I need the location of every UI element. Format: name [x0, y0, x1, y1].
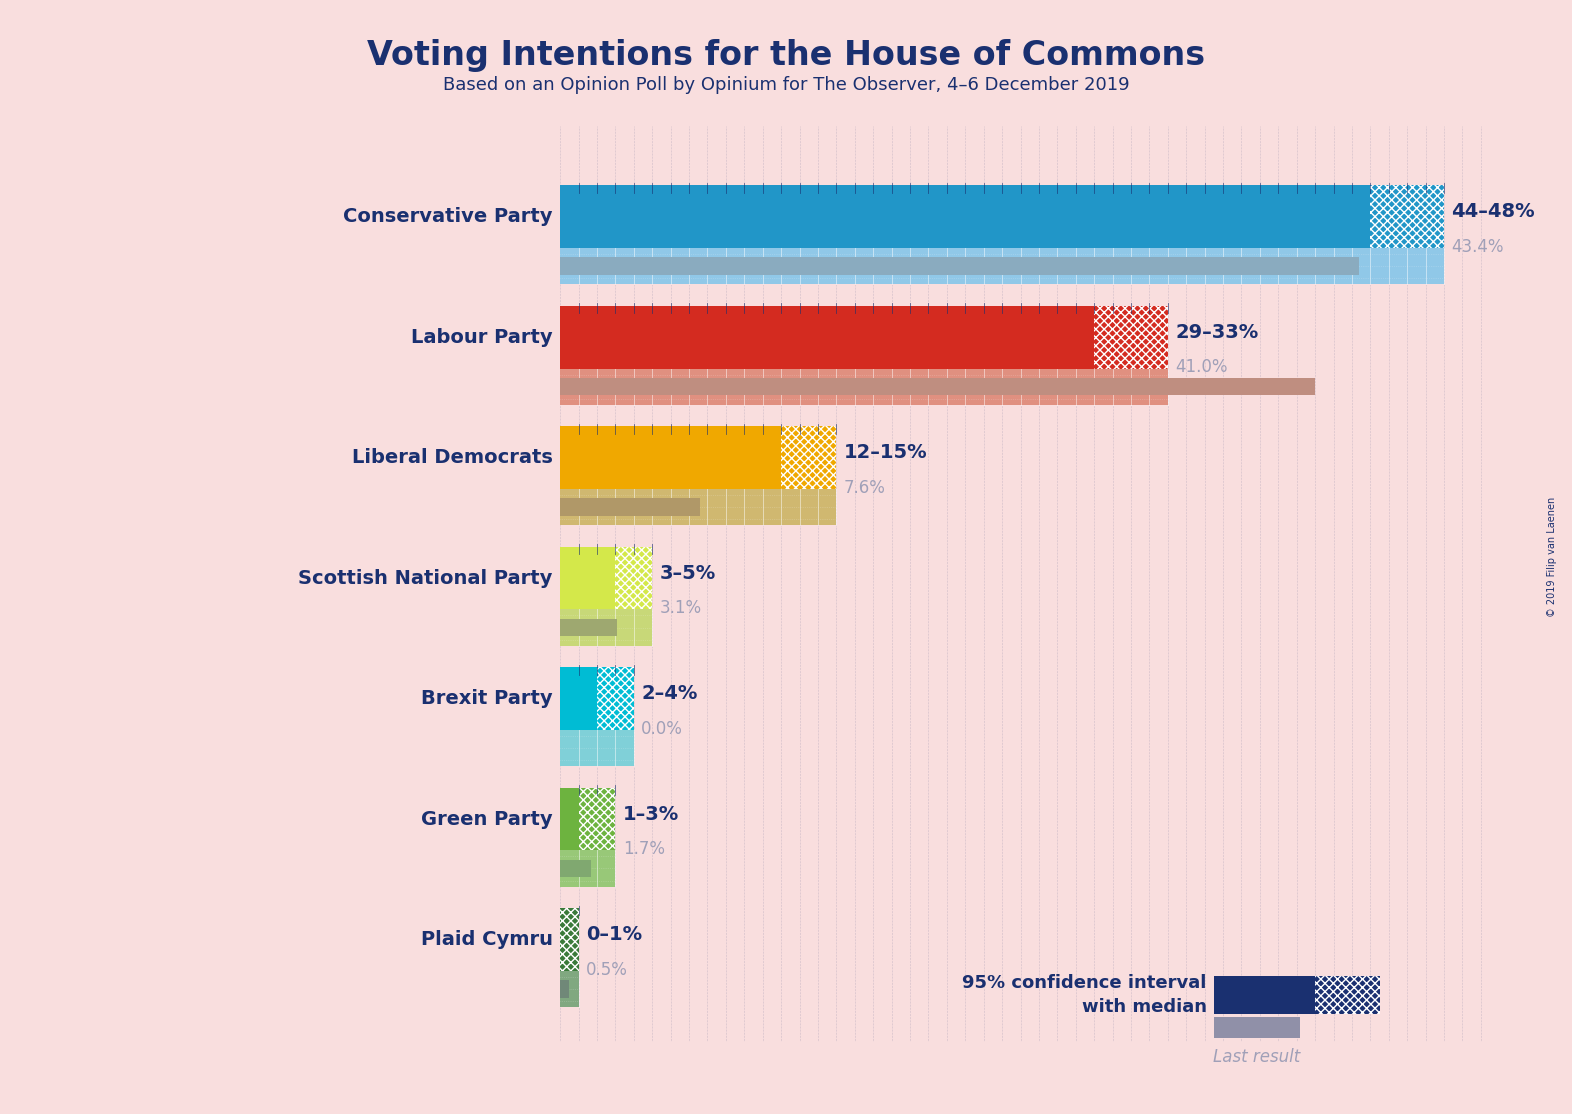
Text: Liberal Democrats: Liberal Democrats	[352, 448, 553, 467]
Bar	[1214, 976, 1316, 1014]
Bar	[560, 619, 618, 636]
Bar	[560, 185, 1371, 248]
Text: 3.1%: 3.1%	[660, 599, 701, 617]
Text: 1.7%: 1.7%	[623, 840, 665, 858]
Text: Conservative Party: Conservative Party	[343, 207, 553, 226]
Bar	[560, 667, 597, 730]
Text: 95% confidence interval
with median: 95% confidence interval with median	[962, 974, 1206, 1016]
Bar	[781, 427, 836, 489]
Bar	[1316, 976, 1380, 1014]
Text: 44–48%: 44–48%	[1451, 203, 1534, 222]
Text: 29–33%: 29–33%	[1176, 323, 1259, 342]
Bar	[560, 860, 591, 877]
Bar	[578, 788, 615, 850]
Bar	[560, 369, 1168, 404]
Bar	[597, 667, 634, 730]
Text: © 2019 Filip van Laenen: © 2019 Filip van Laenen	[1547, 497, 1556, 617]
Bar	[1094, 306, 1168, 369]
Bar	[560, 547, 615, 609]
Bar	[560, 498, 700, 516]
Text: Green Party: Green Party	[421, 810, 553, 829]
Text: 0.5%: 0.5%	[586, 960, 627, 979]
Text: 2–4%: 2–4%	[641, 684, 698, 703]
Bar	[560, 257, 1360, 275]
Bar	[560, 971, 578, 1007]
Bar	[1371, 185, 1445, 248]
Text: 3–5%: 3–5%	[660, 564, 715, 583]
Text: 1–3%: 1–3%	[623, 804, 679, 823]
Bar	[560, 378, 1316, 395]
Text: Brexit Party: Brexit Party	[421, 690, 553, 709]
Text: 43.4%: 43.4%	[1451, 238, 1504, 256]
Bar	[560, 788, 578, 850]
Text: Labour Party: Labour Party	[412, 328, 553, 346]
Bar	[560, 489, 836, 525]
Text: Based on an Opinion Poll by Opinium for The Observer, 4–6 December 2019: Based on an Opinion Poll by Opinium for …	[443, 76, 1129, 94]
Bar	[560, 850, 615, 887]
Text: Plaid Cymru: Plaid Cymru	[421, 930, 553, 949]
Bar	[560, 730, 634, 766]
Bar	[560, 908, 578, 971]
Text: 12–15%: 12–15%	[844, 443, 927, 462]
Bar	[560, 248, 1445, 284]
Bar	[560, 980, 569, 998]
Bar	[560, 427, 781, 489]
Text: Scottish National Party: Scottish National Party	[299, 568, 553, 588]
Text: Last result: Last result	[1212, 1048, 1300, 1066]
Text: 0.0%: 0.0%	[641, 720, 684, 737]
Bar	[615, 547, 652, 609]
Bar	[560, 609, 652, 646]
Text: 0–1%: 0–1%	[586, 926, 641, 945]
Text: Voting Intentions for the House of Commons: Voting Intentions for the House of Commo…	[366, 39, 1206, 72]
Text: 7.6%: 7.6%	[844, 479, 885, 497]
Text: 41.0%: 41.0%	[1176, 359, 1228, 377]
Bar	[560, 306, 1094, 369]
Bar	[1214, 1017, 1300, 1038]
